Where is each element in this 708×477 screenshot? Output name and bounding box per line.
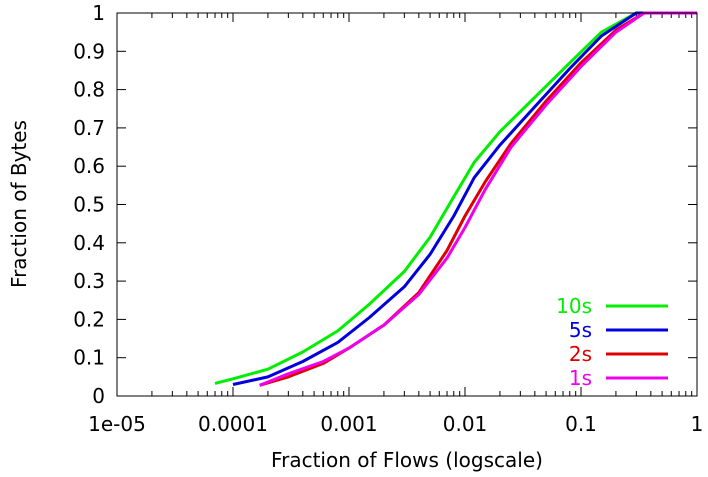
y-tick-label: 1	[92, 1, 105, 25]
x-tick-label: 0.001	[320, 412, 377, 436]
x-tick-label: 0.01	[443, 412, 488, 436]
y-tick-label: 0.7	[73, 116, 105, 140]
legend-label-2s: 2s	[569, 342, 592, 366]
series-line-1s	[259, 11, 697, 387]
y-tick-label: 0.8	[73, 78, 105, 102]
series-lines	[214, 11, 697, 387]
y-tick-label: 0.4	[73, 231, 105, 255]
x-tick-label: 1e-05	[88, 412, 146, 436]
y-tick-labels: 0 0.1 0.2 0.3 0.4 0.5 0.6 0.7 0.8 0.9 1	[73, 1, 105, 408]
y-tick-label: 0.3	[73, 269, 105, 293]
series-line-10s	[214, 11, 697, 385]
x-tick-labels: 1e-05 0.0001 0.001 0.01 0.1 1	[88, 412, 703, 436]
plot-frame	[116, 12, 698, 397]
y-tick-label: 0.6	[73, 154, 105, 178]
axis-ticks	[116, 12, 698, 397]
y-tick-label: 0.9	[73, 39, 105, 63]
legend-label-5s: 5s	[569, 318, 592, 342]
y-tick-label: 0.1	[73, 346, 105, 370]
x-tick-label: 0.0001	[198, 412, 268, 436]
legend-label-10s: 10s	[556, 294, 592, 318]
y-axis-label: Fraction of Bytes	[7, 120, 31, 288]
legend-label-1s: 1s	[569, 366, 592, 390]
y-tick-label: 0.5	[73, 193, 105, 217]
y-tick-label: 0.2	[73, 307, 105, 331]
x-tick-label: 0.1	[565, 412, 597, 436]
x-tick-label: 1	[691, 412, 704, 436]
x-axis-label: Fraction of Flows (logscale)	[271, 448, 543, 472]
y-tick-label: 0	[92, 384, 105, 408]
series-line-5s	[232, 11, 697, 386]
